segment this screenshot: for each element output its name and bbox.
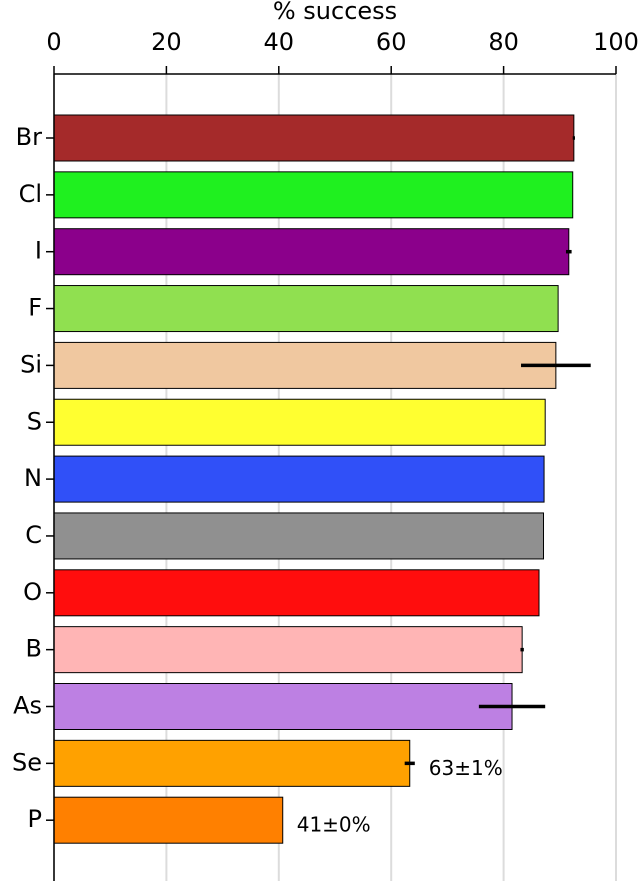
- bar: [53, 398, 546, 446]
- y-tick-label: As: [13, 692, 42, 720]
- x-tick-label: 40: [264, 28, 295, 56]
- x-tick-label: 80: [488, 28, 519, 56]
- value-label: 41±0%: [297, 813, 371, 837]
- y-tick-label: P: [28, 805, 42, 833]
- y-tick-label: F: [28, 294, 42, 322]
- bar: [53, 796, 284, 844]
- y-tick-label: I: [35, 237, 42, 265]
- bar: [53, 171, 574, 219]
- x-tick-label: 0: [46, 28, 61, 56]
- value-label: 63±1%: [429, 756, 503, 780]
- y-tick-label: Si: [20, 350, 42, 378]
- x-tick-label: 100: [593, 28, 639, 56]
- y-tick-label: Br: [16, 123, 42, 151]
- bar: [53, 114, 575, 162]
- y-tick-label: Se: [12, 748, 42, 776]
- y-tick-label: S: [27, 407, 42, 435]
- bar: [53, 626, 523, 674]
- y-tick-label: Cl: [19, 180, 42, 208]
- y-tick-label: N: [24, 464, 42, 492]
- bar: [53, 341, 557, 389]
- y-tick-label: C: [25, 521, 42, 549]
- bar: [53, 512, 545, 560]
- bar: [53, 683, 513, 730]
- x-tick-label: 20: [151, 28, 182, 56]
- bar: [53, 739, 411, 787]
- y-tick-label: O: [23, 578, 42, 606]
- bar: [53, 285, 559, 333]
- x-axis-label: % success: [273, 0, 397, 25]
- x-tick-label: 60: [376, 28, 407, 56]
- bar: [53, 455, 545, 503]
- y-tick-label: B: [26, 635, 42, 663]
- bar: [53, 228, 570, 276]
- bar: [53, 569, 540, 617]
